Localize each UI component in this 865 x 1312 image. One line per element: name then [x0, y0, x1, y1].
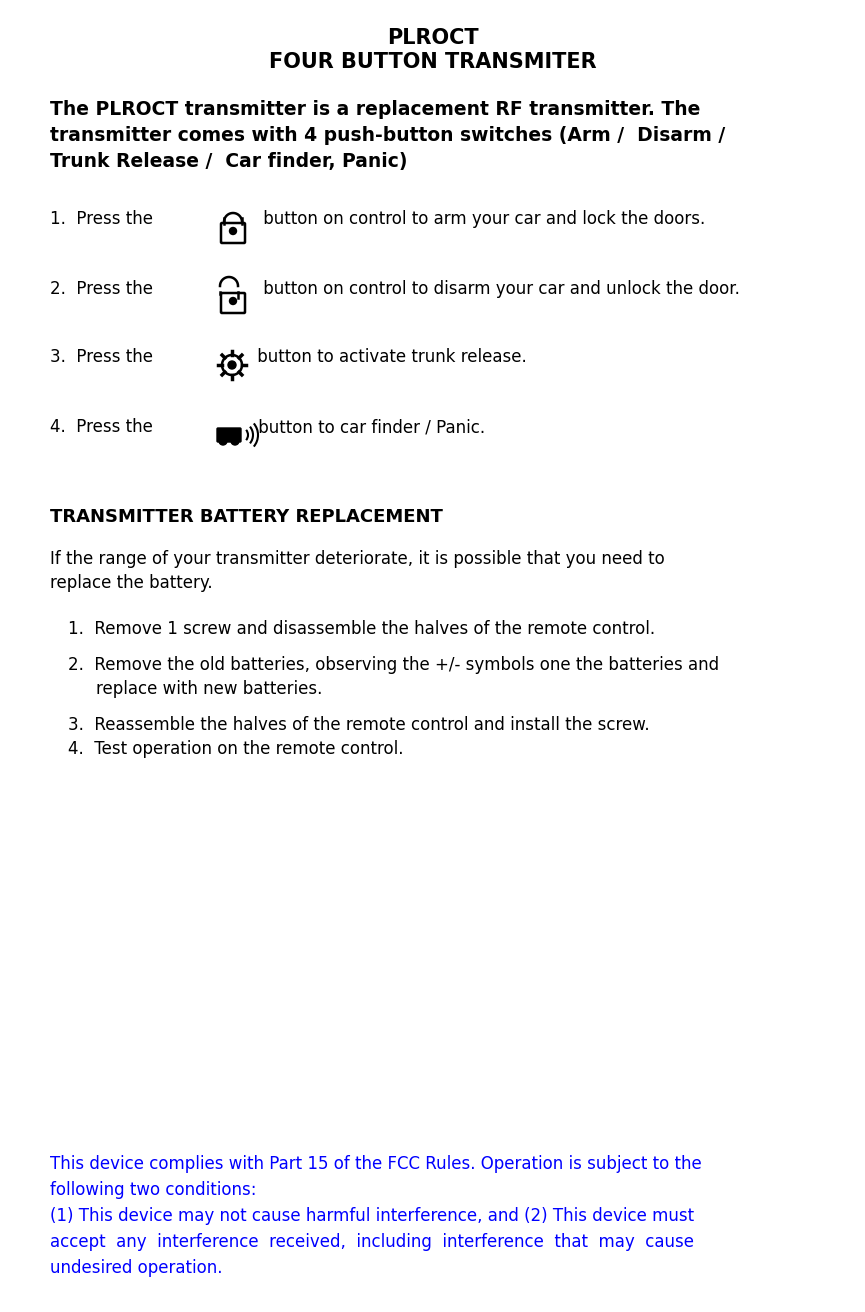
Circle shape [229, 298, 236, 304]
Text: (1) This device may not cause harmful interference, and (2) This device must: (1) This device may not cause harmful in… [50, 1207, 694, 1225]
Circle shape [219, 437, 227, 445]
Text: 4.  Test operation on the remote control.: 4. Test operation on the remote control. [68, 740, 403, 758]
Text: button to activate trunk release.: button to activate trunk release. [252, 348, 527, 366]
Text: 2.  Press the: 2. Press the [50, 279, 153, 298]
Text: 3.  Press the: 3. Press the [50, 348, 153, 366]
Text: button on control to arm your car and lock the doors.: button on control to arm your car and lo… [258, 210, 705, 228]
Text: button to car finder / Panic.: button to car finder / Panic. [253, 419, 485, 436]
Text: If the range of your transmitter deteriorate, it is possible that you need to: If the range of your transmitter deterio… [50, 550, 664, 568]
Text: following two conditions:: following two conditions: [50, 1181, 257, 1199]
Circle shape [228, 361, 236, 369]
Text: replace with new batteries.: replace with new batteries. [96, 680, 323, 698]
Text: TRANSMITTER BATTERY REPLACEMENT: TRANSMITTER BATTERY REPLACEMENT [50, 508, 443, 526]
Text: 1.  Press the: 1. Press the [50, 210, 153, 228]
Text: undesired operation.: undesired operation. [50, 1260, 222, 1277]
Text: accept  any  interference  received,  including  interference  that  may  cause: accept any interference received, includ… [50, 1233, 694, 1252]
Text: 3.  Reassemble the halves of the remote control and install the screw.: 3. Reassemble the halves of the remote c… [68, 716, 650, 733]
Text: button on control to disarm your car and unlock the door.: button on control to disarm your car and… [258, 279, 740, 298]
Text: 2.  Remove the old batteries, observing the +/- symbols one the batteries and: 2. Remove the old batteries, observing t… [68, 656, 719, 674]
Text: 1.  Remove 1 screw and disassemble the halves of the remote control.: 1. Remove 1 screw and disassemble the ha… [68, 621, 655, 638]
Circle shape [229, 227, 236, 235]
Text: FOUR BUTTON TRANSMITER: FOUR BUTTON TRANSMITER [269, 52, 596, 72]
Text: 4.  Press the: 4. Press the [50, 419, 153, 436]
Text: PLROCT: PLROCT [387, 28, 478, 49]
FancyBboxPatch shape [217, 428, 241, 442]
Text: transmitter comes with 4 push-button switches (Arm /  Disarm /: transmitter comes with 4 push-button swi… [50, 126, 725, 146]
Text: replace the battery.: replace the battery. [50, 575, 213, 592]
Circle shape [231, 437, 239, 445]
Text: The PLROCT transmitter is a replacement RF transmitter. The: The PLROCT transmitter is a replacement … [50, 100, 701, 119]
Text: Trunk Release /  Car finder, Panic): Trunk Release / Car finder, Panic) [50, 152, 407, 171]
Text: This device complies with Part 15 of the FCC Rules. Operation is subject to the: This device complies with Part 15 of the… [50, 1155, 702, 1173]
